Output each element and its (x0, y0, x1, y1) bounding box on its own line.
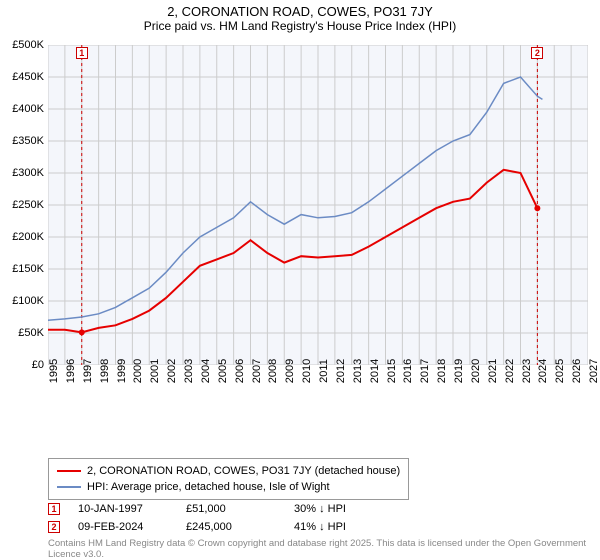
x-tick-label: 1995 (48, 359, 60, 383)
x-tick-label: 2018 (436, 359, 448, 383)
chart-marker-badge: 1 (76, 47, 88, 59)
chart-title-2: Price paid vs. HM Land Registry's House … (0, 19, 600, 33)
txn-date: 09-FEB-2024 (78, 518, 168, 536)
x-tick-label: 2020 (470, 359, 482, 383)
txn-date: 10-JAN-1997 (78, 500, 168, 518)
x-tick-label: 2017 (419, 359, 431, 383)
x-tick-label: 2010 (301, 359, 313, 383)
x-tick-label: 2005 (217, 359, 229, 383)
legend-item: 2, CORONATION ROAD, COWES, PO31 7JY (det… (57, 463, 400, 479)
y-tick-label: £250K (12, 199, 44, 211)
marker-badge: 2 (48, 521, 60, 533)
footer-attribution: Contains HM Land Registry data © Crown c… (48, 538, 600, 560)
x-tick-label: 2007 (251, 359, 263, 383)
legend-swatch (57, 470, 81, 472)
legend-label: 2, CORONATION ROAD, COWES, PO31 7JY (det… (87, 463, 400, 479)
y-tick-label: £200K (12, 231, 44, 243)
x-tick-label: 2014 (369, 359, 381, 383)
chart-area: £0 £50K £100K £150K £200K £250K £300K £350K £400… (0, 37, 600, 417)
table-row: 1 10-JAN-1997 £51,000 30% ↓ HPI (48, 500, 384, 518)
x-tick-label: 2006 (234, 359, 246, 383)
x-tick-label: 2025 (554, 359, 566, 383)
x-axis-labels: 1995199619971998199920002001200220032004… (48, 367, 588, 413)
legend-swatch (57, 486, 81, 488)
y-tick-label: £500K (12, 39, 44, 51)
txn-delta: 30% ↓ HPI (294, 500, 384, 518)
y-axis-labels: £0£50K£100K£150K£200K£250K£300K£350K£400… (0, 45, 46, 365)
x-tick-label: 2023 (521, 359, 533, 383)
y-tick-label: £300K (12, 167, 44, 179)
transactions-table: 1 10-JAN-1997 £51,000 30% ↓ HPI 2 09-FEB… (48, 500, 384, 536)
txn-price: £245,000 (186, 518, 276, 536)
y-tick-label: £350K (12, 135, 44, 147)
x-tick-label: 1997 (82, 359, 94, 383)
x-tick-label: 1998 (99, 359, 111, 383)
legend-item: HPI: Average price, detached house, Isle… (57, 479, 400, 495)
x-tick-label: 2027 (588, 359, 600, 383)
x-tick-label: 2004 (200, 359, 212, 383)
x-tick-label: 2022 (504, 359, 516, 383)
y-tick-label: £400K (12, 103, 44, 115)
y-tick-label: £0 (32, 359, 44, 371)
x-tick-label: 2003 (183, 359, 195, 383)
x-tick-label: 2002 (166, 359, 178, 383)
marker-badge: 1 (48, 503, 60, 515)
txn-delta: 41% ↓ HPI (294, 518, 384, 536)
x-tick-label: 2008 (267, 359, 279, 383)
x-tick-label: 2011 (318, 359, 330, 383)
chart-container: 2, CORONATION ROAD, COWES, PO31 7JY Pric… (0, 0, 600, 560)
x-tick-label: 2001 (149, 359, 161, 383)
y-tick-label: £50K (18, 327, 44, 339)
y-tick-label: £150K (12, 263, 44, 275)
x-tick-label: 1999 (116, 359, 128, 383)
x-tick-label: 2015 (386, 359, 398, 383)
x-tick-label: 2024 (537, 359, 549, 383)
txn-price: £51,000 (186, 500, 276, 518)
legend-label: HPI: Average price, detached house, Isle… (87, 479, 330, 495)
x-tick-label: 2019 (453, 359, 465, 383)
x-tick-label: 2009 (284, 359, 296, 383)
chart-title-1: 2, CORONATION ROAD, COWES, PO31 7JY (0, 0, 600, 19)
x-tick-label: 2000 (132, 359, 144, 383)
chart-marker-badge: 2 (531, 47, 543, 59)
plot-area: 12 (48, 45, 588, 365)
y-tick-label: £450K (12, 71, 44, 83)
x-tick-label: 2021 (487, 359, 499, 383)
legend: 2, CORONATION ROAD, COWES, PO31 7JY (det… (48, 458, 409, 500)
y-tick-label: £100K (12, 295, 44, 307)
table-row: 2 09-FEB-2024 £245,000 41% ↓ HPI (48, 518, 384, 536)
x-tick-label: 1996 (65, 359, 77, 383)
x-tick-label: 2026 (571, 359, 583, 383)
x-tick-label: 2012 (335, 359, 347, 383)
x-tick-label: 2013 (352, 359, 364, 383)
x-tick-label: 2016 (402, 359, 414, 383)
